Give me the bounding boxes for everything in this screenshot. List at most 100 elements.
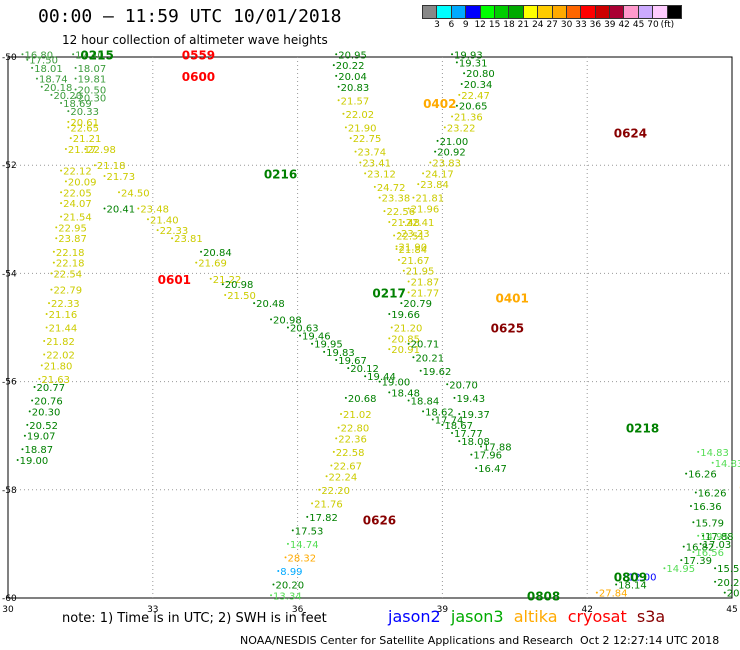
track-point: [344, 126, 347, 129]
track-point: [390, 326, 393, 329]
track-point: [60, 101, 63, 104]
wave-height-label: 24.07: [63, 199, 92, 210]
wave-height-label: 22.02: [46, 351, 75, 362]
wave-height-label: 21.82: [46, 337, 75, 348]
track-point: [429, 161, 432, 164]
wave-height-label: 20.77: [37, 383, 66, 394]
track-point: [692, 521, 695, 524]
wave-height-label: 23.83: [432, 158, 461, 169]
track-point: [595, 591, 598, 594]
wave-height-label: 21.80: [44, 361, 73, 372]
wave-height-label: 19.83: [326, 348, 355, 359]
pass-time-label: 0401: [495, 292, 528, 306]
wave-height-label: 16.82: [686, 543, 715, 554]
track-point: [335, 74, 338, 77]
track-point: [171, 237, 174, 240]
track-point: [446, 383, 449, 386]
track-point: [52, 250, 55, 253]
wave-height-label: 23.23: [401, 229, 430, 240]
wave-height-label: 18.87: [24, 445, 53, 456]
track-point: [146, 218, 149, 221]
wave-height-label: 18.84: [411, 397, 440, 408]
wave-height-label: 19.66: [391, 310, 420, 321]
track-point: [26, 58, 29, 61]
track-point: [455, 104, 458, 107]
legend-label: 33: [575, 20, 587, 30]
track-point: [349, 137, 352, 140]
wave-height-label: 21.77: [411, 288, 440, 299]
pass-time-label: 0624: [614, 127, 647, 141]
track-point: [209, 277, 212, 280]
wave-height-label: 19.67: [338, 356, 367, 367]
wave-height-label: 20.34: [464, 80, 493, 91]
wave-height-label: 22.41: [406, 218, 435, 229]
wave-height-label: 21.36: [454, 113, 483, 124]
track-point: [67, 120, 70, 123]
wave-height-label: 20.85: [391, 334, 420, 345]
wave-height-label: 20.04: [338, 72, 367, 83]
track-point: [359, 161, 362, 164]
legend-label: 45: [632, 20, 645, 30]
wave-height-label: 23.87: [58, 234, 87, 245]
wave-height-label: 21.50: [227, 291, 256, 302]
wave-height-label: 19.81: [78, 75, 107, 86]
wave-height-label: 22.36: [338, 434, 367, 445]
track-point: [93, 164, 96, 167]
wave-height-label: 16.47: [478, 464, 507, 475]
wave-height-label: 21.76: [314, 499, 343, 510]
track-point: [470, 453, 473, 456]
legend-swatch: [623, 5, 639, 19]
track-point: [685, 472, 688, 475]
wave-height-label: 20.18: [44, 83, 73, 94]
wave-height-label: 17.88: [705, 532, 734, 543]
track-point: [50, 272, 53, 275]
track-point: [60, 215, 63, 218]
track-point: [364, 172, 367, 175]
legend-label: (ft): [660, 20, 675, 30]
track-point: [253, 302, 256, 305]
lat-tick-label: -58: [2, 486, 17, 496]
wave-height-label: 19.62: [423, 367, 452, 378]
track-point: [325, 475, 328, 478]
pass-time-label: 0216: [264, 167, 297, 181]
legend-swatch: [609, 5, 625, 19]
track-point: [200, 250, 203, 253]
track-point: [692, 551, 695, 554]
track-point: [407, 280, 410, 283]
track-point: [284, 556, 287, 559]
wave-height-label: 15.58: [717, 564, 740, 575]
wave-height-label: 21.44: [49, 324, 78, 335]
pass-time-label: 0218: [626, 422, 659, 436]
track-point: [402, 269, 405, 272]
lat-tick-label: -60: [2, 594, 17, 604]
track-point: [16, 459, 19, 462]
track-point: [323, 350, 326, 353]
wave-height-label: 23.12: [367, 169, 396, 180]
wave-height-label: 22.18: [56, 248, 85, 259]
wave-height-label: 17.96: [473, 451, 502, 462]
track-point: [67, 110, 70, 113]
track-point: [272, 583, 275, 586]
track-point: [458, 413, 461, 416]
wave-height-label: 18.69: [63, 99, 92, 110]
wave-height-label: 22.98: [87, 145, 116, 156]
wave-height-label: 19.31: [459, 58, 488, 69]
track-point: [195, 261, 198, 264]
legend-swatch: [436, 5, 452, 19]
track-point: [714, 567, 717, 570]
wave-height-label: 21.22: [213, 275, 242, 286]
lon-tick-label: 45: [726, 605, 737, 615]
wave-height-label: 18.62: [425, 407, 454, 418]
legend-swatch: [652, 5, 668, 19]
track-point: [624, 575, 627, 578]
track-point: [412, 356, 415, 359]
track-point: [714, 580, 717, 583]
pass-time-label: 0601: [158, 273, 191, 287]
track-point: [50, 93, 53, 96]
wave-height-label: 21.90: [348, 123, 377, 134]
wave-height-label: 14.95: [666, 564, 695, 575]
source-altika: altika: [513, 607, 568, 626]
pass-time-label: 0808: [527, 589, 560, 603]
track-point: [31, 66, 34, 69]
track-point: [337, 426, 340, 429]
